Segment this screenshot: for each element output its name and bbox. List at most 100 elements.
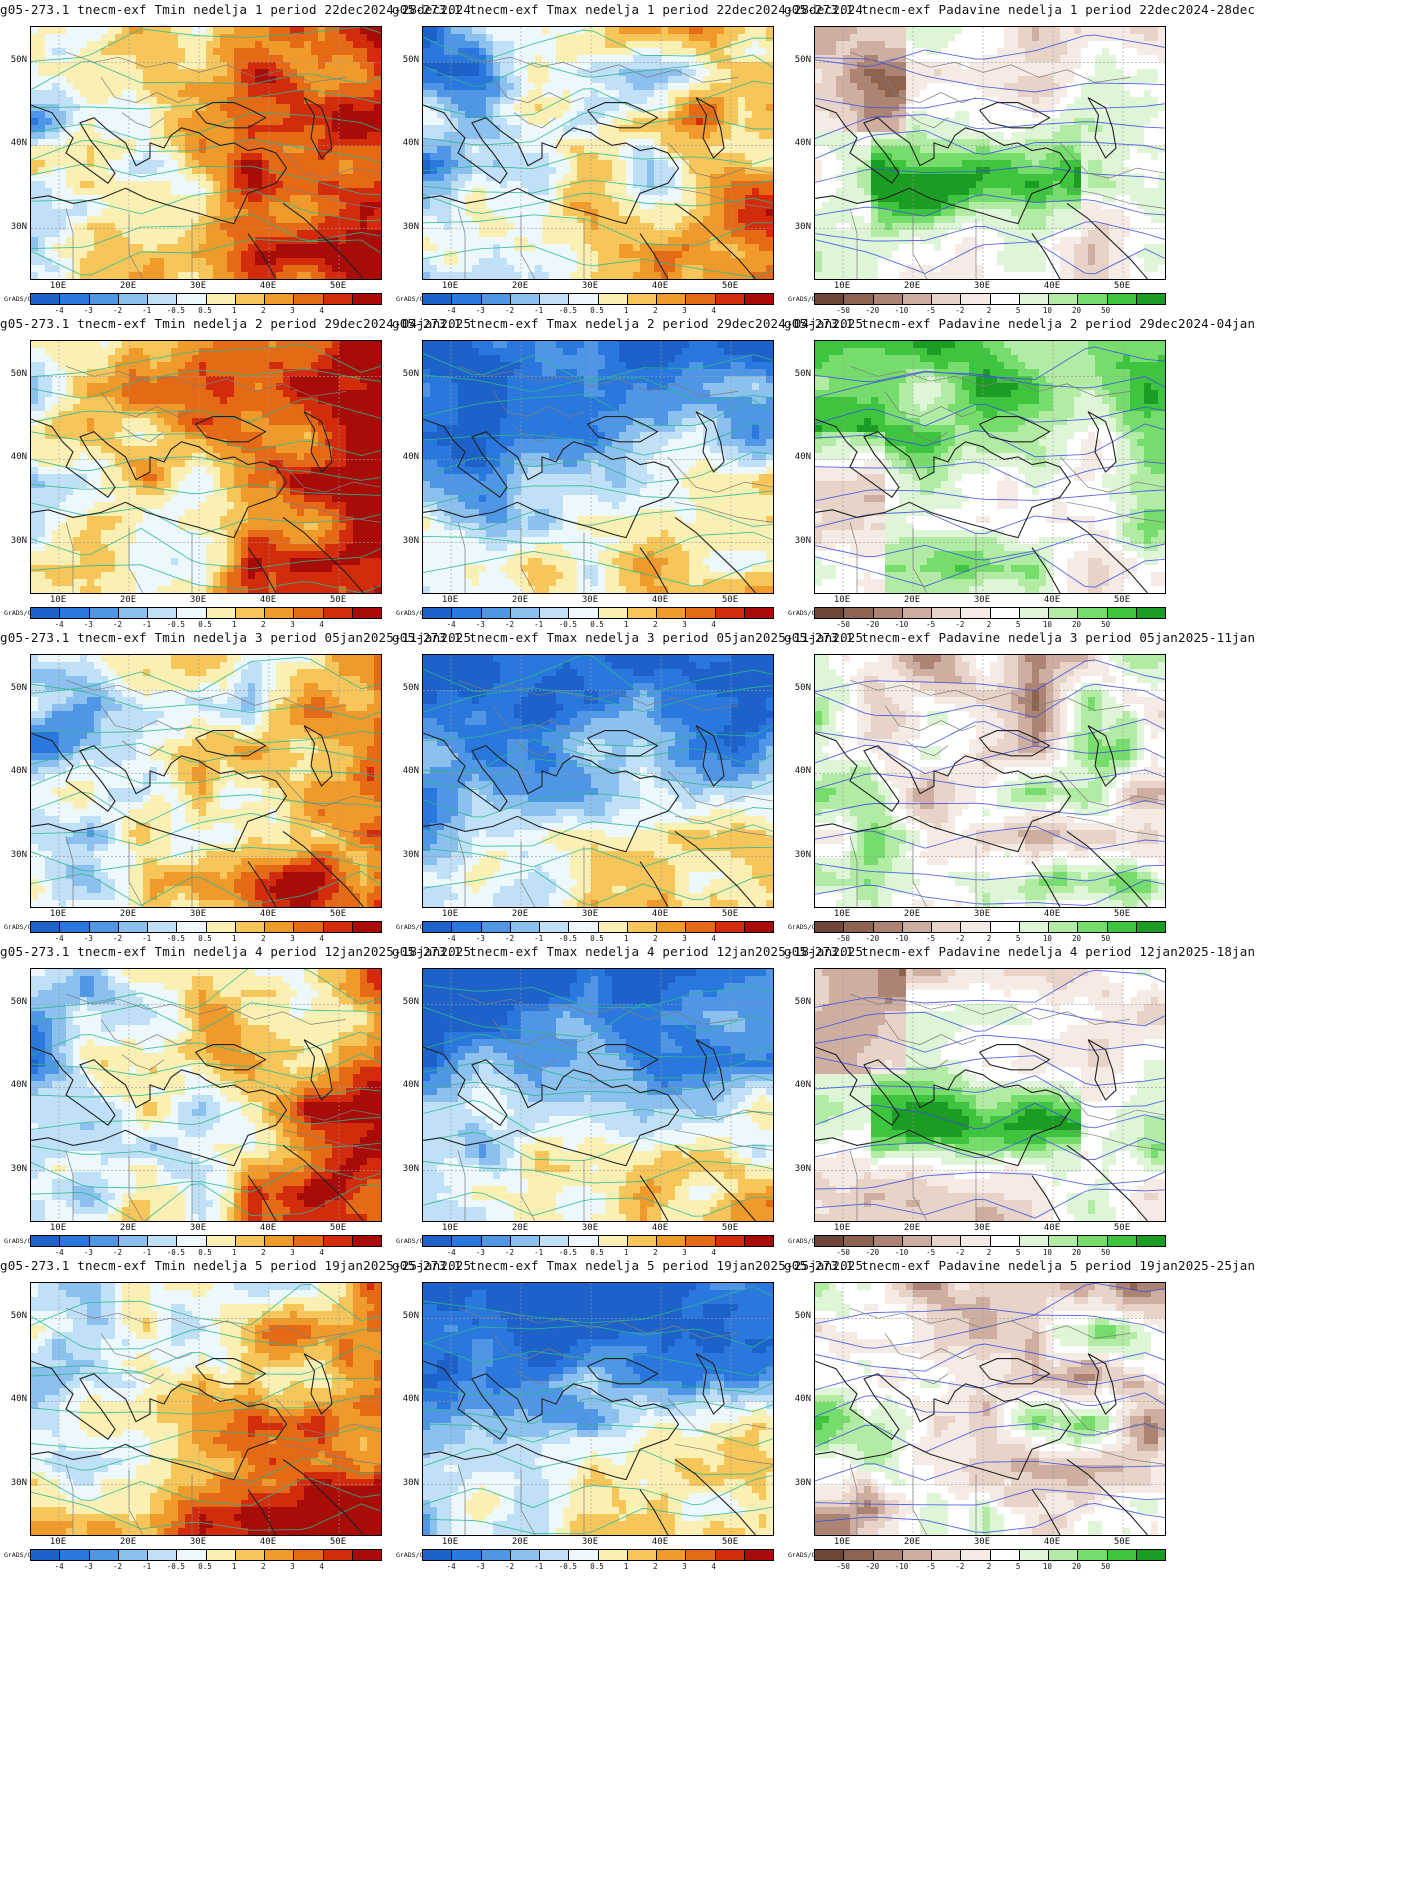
colorbar [30, 921, 382, 933]
colorbar-swatch [990, 1550, 1020, 1560]
colorbar-swatch [657, 1236, 687, 1246]
latitude-label: 30N [1, 222, 27, 232]
colorbar-swatch [177, 1236, 207, 1246]
colorbar-swatch [961, 1550, 991, 1560]
colorbar-tick-label: 4 [307, 1562, 337, 1571]
longitude-label: 30E [183, 595, 213, 605]
anomaly-field-map [815, 27, 1165, 279]
map-panel-padavine-week-5: g05-273.1 tnecm-exf Padavine nedelja 5 p… [784, 1256, 1254, 1635]
colorbar-swatch [715, 294, 745, 304]
country-borders [65, 51, 381, 279]
colorbar-tick-label: -20 [857, 306, 887, 315]
coastline [31, 411, 364, 593]
colorbar-tick-label: 2 [640, 1248, 670, 1257]
colorbar-swatch [657, 294, 687, 304]
colorbar-swatch [31, 608, 61, 618]
colorbar-tick-label: -4 [44, 306, 74, 315]
map-frame [422, 654, 774, 908]
colorbar-tick-label: -4 [44, 934, 74, 943]
colorbar-source-label: GrADS/COLA [788, 1237, 827, 1245]
colorbar-swatch [844, 1550, 874, 1560]
colorbar-source-label: GrADS/COLA [396, 1551, 435, 1559]
colorbar-swatch [89, 1236, 119, 1246]
colorbar-tick-label: 1 [611, 1562, 641, 1571]
colorbar-tick-label: -2 [945, 1562, 975, 1571]
map-frame [422, 968, 774, 1222]
colorbar-tick-label: 3 [670, 1562, 700, 1571]
longitude-label: 10E [43, 281, 73, 291]
colorbar-swatch [873, 1550, 903, 1560]
colorbar-swatch [206, 922, 236, 932]
colorbar-source-label: GrADS/COLA [788, 1551, 827, 1559]
colorbar-swatch [569, 1550, 599, 1560]
colorbar-tick-label: 4 [699, 1248, 729, 1257]
map-frame [422, 340, 774, 594]
colorbar-swatch [1019, 608, 1049, 618]
colorbar-tick-label: -0.5 [161, 306, 191, 315]
coastline [31, 97, 364, 279]
colorbar-swatch [715, 608, 745, 618]
latitude-label: 30N [785, 1478, 811, 1488]
colorbar-tick-label: 0.5 [190, 934, 220, 943]
colorbar-tick-label: 4 [307, 934, 337, 943]
anomaly-field-map [423, 341, 773, 593]
colorbar-tick-label: -10 [887, 620, 917, 629]
longitude-label: 10E [827, 1223, 857, 1233]
latitude-label: 30N [1, 1164, 27, 1174]
longitude-label: 50E [323, 595, 353, 605]
colorbar-swatch [352, 922, 381, 932]
colorbar-source-label: GrADS/COLA [788, 923, 827, 931]
colorbar-tick-label: -0.5 [161, 1562, 191, 1571]
map-panel-padavine-week-3: g05-273.1 tnecm-exf Padavine nedelja 3 p… [784, 628, 1254, 1007]
colorbar-tick-label: 2 [974, 306, 1004, 315]
longitude-label: 10E [43, 1537, 73, 1547]
colorbar-swatch [902, 1550, 932, 1560]
colorbar-tick-label: 4 [699, 934, 729, 943]
colorbar-swatch [744, 294, 773, 304]
latitude-label: 30N [1, 850, 27, 860]
colorbar-swatch [627, 922, 657, 932]
longitude-label: 20E [897, 909, 927, 919]
colorbar-tick-label: -20 [857, 620, 887, 629]
colorbar-swatch [481, 922, 511, 932]
map-panel-tmin-week-5: g05-273.1 tnecm-exf Tmin nedelja 5 perio… [0, 1256, 470, 1635]
colorbar-swatch [815, 922, 845, 932]
colorbar-swatch [89, 1550, 119, 1560]
colorbar-swatch [423, 1550, 453, 1560]
panel-title: g05-273.1 tnecm-exf Tmax nedelja 5 perio… [392, 1258, 862, 1273]
colorbar-swatch [60, 1236, 90, 1246]
latitude-label: 30N [393, 222, 419, 232]
colorbar-tick-label: 1 [611, 1248, 641, 1257]
colorbar-tick-label: -5 [916, 1248, 946, 1257]
longitude-label: 30E [183, 281, 213, 291]
map-panel-tmin-week-1: g05-273.1 tnecm-exf Tmin nedelja 1 perio… [0, 0, 470, 379]
colorbar-tick-label: 2 [640, 306, 670, 315]
colorbar-source-label: GrADS/COLA [4, 1551, 43, 1559]
colorbar-swatch [510, 294, 540, 304]
longitude-label: 30E [575, 281, 605, 291]
country-borders [849, 1307, 1165, 1535]
contour-lines [815, 346, 1165, 588]
longitude-label: 10E [435, 595, 465, 605]
longitude-label: 30E [575, 909, 605, 919]
colorbar-source-label: GrADS/COLA [396, 1237, 435, 1245]
longitude-label: 50E [1107, 281, 1137, 291]
colorbar-tick-label: 1 [219, 1248, 249, 1257]
colorbar-swatch [844, 608, 874, 618]
colorbar-swatch [352, 1550, 381, 1560]
longitude-label: 50E [323, 281, 353, 291]
colorbar-swatch [89, 922, 119, 932]
colorbar-swatch [815, 1236, 845, 1246]
colorbar-swatch [294, 294, 324, 304]
map-frame [30, 968, 382, 1222]
colorbar-swatch [118, 294, 148, 304]
latitude-label: 40N [393, 1394, 419, 1404]
latitude-label: 50N [393, 683, 419, 693]
colorbar-tick-label: -50 [828, 620, 858, 629]
colorbar-swatch [148, 1550, 178, 1560]
latitude-label: 40N [393, 766, 419, 776]
latitude-label: 40N [785, 138, 811, 148]
colorbar-swatch [598, 1236, 628, 1246]
coastline [815, 1353, 1148, 1535]
colorbar-swatch [1107, 1236, 1137, 1246]
